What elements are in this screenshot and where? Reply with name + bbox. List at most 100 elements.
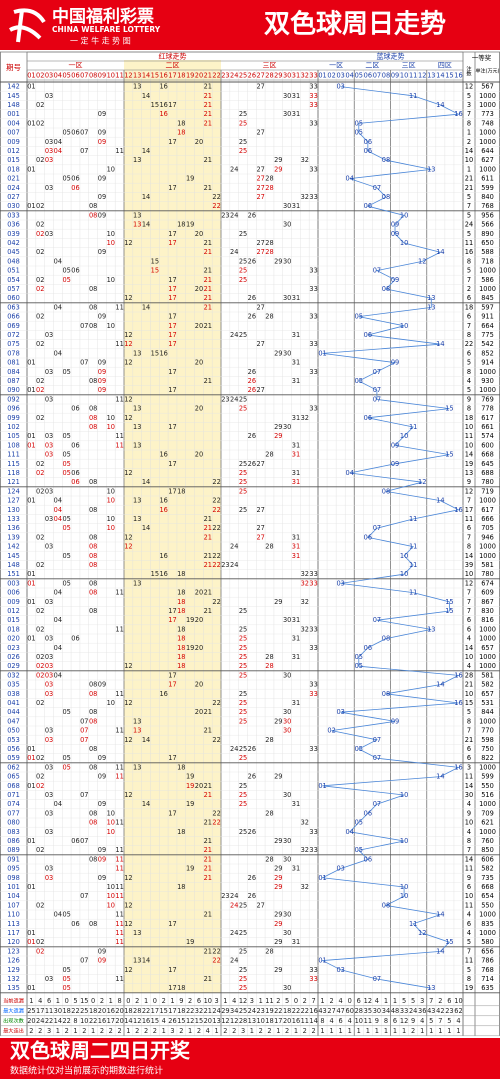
winner-count: 14 xyxy=(465,644,473,652)
prize-amount: 617 xyxy=(481,414,494,422)
issue: 027 xyxy=(7,193,20,201)
red-ball: 17 xyxy=(168,984,176,992)
red-ball: 02 xyxy=(36,313,44,321)
issue: 018 xyxy=(7,165,20,173)
stat-value: 43 xyxy=(318,1007,326,1015)
red-ball: 31 xyxy=(292,533,300,541)
winner-count: 21 xyxy=(465,736,473,744)
prize-amount: 1000 xyxy=(479,662,496,670)
red-ball: 03 xyxy=(45,451,53,459)
red-ball: 14 xyxy=(142,736,150,744)
blue-ball: 03 xyxy=(336,966,344,974)
blue-header: 02 xyxy=(327,72,335,80)
red-ball: 05 xyxy=(62,460,70,468)
red-ball: 31 xyxy=(292,202,300,210)
issue: 098 xyxy=(7,874,20,882)
red-ball: 01 xyxy=(27,570,35,578)
stat-value: 12 xyxy=(364,997,372,1005)
winner-count: 8 xyxy=(467,119,471,127)
red-ball: 21 xyxy=(204,92,212,100)
red-ball: 11 xyxy=(115,303,123,311)
blue-ball: 06 xyxy=(364,414,372,422)
red-ball: 21 xyxy=(204,322,212,330)
red-ball: 25 xyxy=(239,267,247,275)
blue-ball: 08 xyxy=(382,635,390,643)
stat-value: 25 xyxy=(80,1007,88,1015)
red-ball: 02 xyxy=(36,414,44,422)
stat-value: 15 xyxy=(177,1017,185,1025)
stat-value: 30 xyxy=(373,1007,381,1015)
blue-ball: 06 xyxy=(364,331,372,339)
red-ball: 09 xyxy=(98,193,106,201)
winner-count: 22 xyxy=(465,340,473,348)
red-ball: 08 xyxy=(89,423,97,431)
red-header: 06 xyxy=(71,72,79,80)
red-zone: 三区 xyxy=(263,62,277,70)
prize-amount: 1000 xyxy=(479,929,496,937)
red-ball: 01 xyxy=(27,938,35,946)
red-ball: 18 xyxy=(177,221,185,229)
red-ball: 09 xyxy=(98,947,106,955)
prize-amount: 850 xyxy=(481,846,494,854)
red-ball: 08 xyxy=(89,543,97,551)
stat-value: 27 xyxy=(327,1007,335,1015)
red-ball: 25 xyxy=(239,717,247,725)
red-ball: 18 xyxy=(177,129,185,137)
stat-value: 4 xyxy=(329,1017,333,1025)
red-ball: 32 xyxy=(301,598,309,606)
red-ball: 32 xyxy=(301,414,309,422)
red-header: 29 xyxy=(274,72,282,80)
red-ball: 28 xyxy=(265,809,273,817)
winner-count: 16 xyxy=(465,248,473,256)
red-ball: 07 xyxy=(80,736,88,744)
stat-value: 0 xyxy=(348,997,352,1005)
red-ball: 32 xyxy=(301,883,309,891)
red-ball: 02 xyxy=(36,101,44,109)
red-ball: 03 xyxy=(45,432,53,440)
stat-label: 最大遗漏 xyxy=(3,1006,24,1014)
stat-value: 10 xyxy=(80,1017,88,1025)
prize-amount: 668 xyxy=(481,451,494,459)
winner-count: 7 xyxy=(467,607,471,615)
winner-count: 4 xyxy=(467,377,471,385)
red-ball: 05 xyxy=(62,552,70,560)
blue-ball: 11 xyxy=(409,515,417,523)
red-ball: 11 xyxy=(115,432,123,440)
red-ball: 13 xyxy=(133,929,141,937)
red-ball: 12 xyxy=(124,736,132,744)
winner-count: 9 xyxy=(467,874,471,882)
issue: 021 xyxy=(7,175,20,183)
prize-amount: 930 xyxy=(481,377,494,385)
red-ball: 18 xyxy=(177,119,185,127)
stat-value: 20 xyxy=(204,1017,212,1025)
blue-ball: 09 xyxy=(391,441,399,449)
red-ball: 18 xyxy=(177,625,185,633)
red-ball: 18 xyxy=(177,635,185,643)
issue: 108 xyxy=(7,441,20,449)
prize-amount: 867 xyxy=(481,598,494,606)
winner-count: 8 xyxy=(467,543,471,551)
red-ball: 21 xyxy=(204,782,212,790)
prize-amount: 780 xyxy=(481,570,494,578)
red-ball: 03 xyxy=(45,395,53,403)
red-header: 04 xyxy=(54,72,62,80)
blue-ball: 12 xyxy=(418,257,426,265)
winner-count: 4 xyxy=(467,635,471,643)
red-ball: 20 xyxy=(195,138,203,146)
red-ball: 21 xyxy=(204,846,212,854)
winner-count: 4 xyxy=(467,800,471,808)
winner-count: 7 xyxy=(467,589,471,597)
issue: 004 xyxy=(7,119,20,127)
stat-value: 4 xyxy=(456,1017,460,1025)
winner-count: 12 xyxy=(465,579,473,587)
stat-value: 1 xyxy=(393,997,397,1005)
red-ball: 10 xyxy=(107,230,115,238)
red-ball: 28 xyxy=(265,662,273,670)
stat-value: 6 xyxy=(357,997,361,1005)
red-ball: 16 xyxy=(159,110,167,118)
stat-value: 2 xyxy=(135,997,139,1005)
issue: 091 xyxy=(7,855,20,863)
stat-value: 22 xyxy=(45,1017,53,1025)
red-ball: 02 xyxy=(36,938,44,946)
prize-amount: 830 xyxy=(481,607,494,615)
